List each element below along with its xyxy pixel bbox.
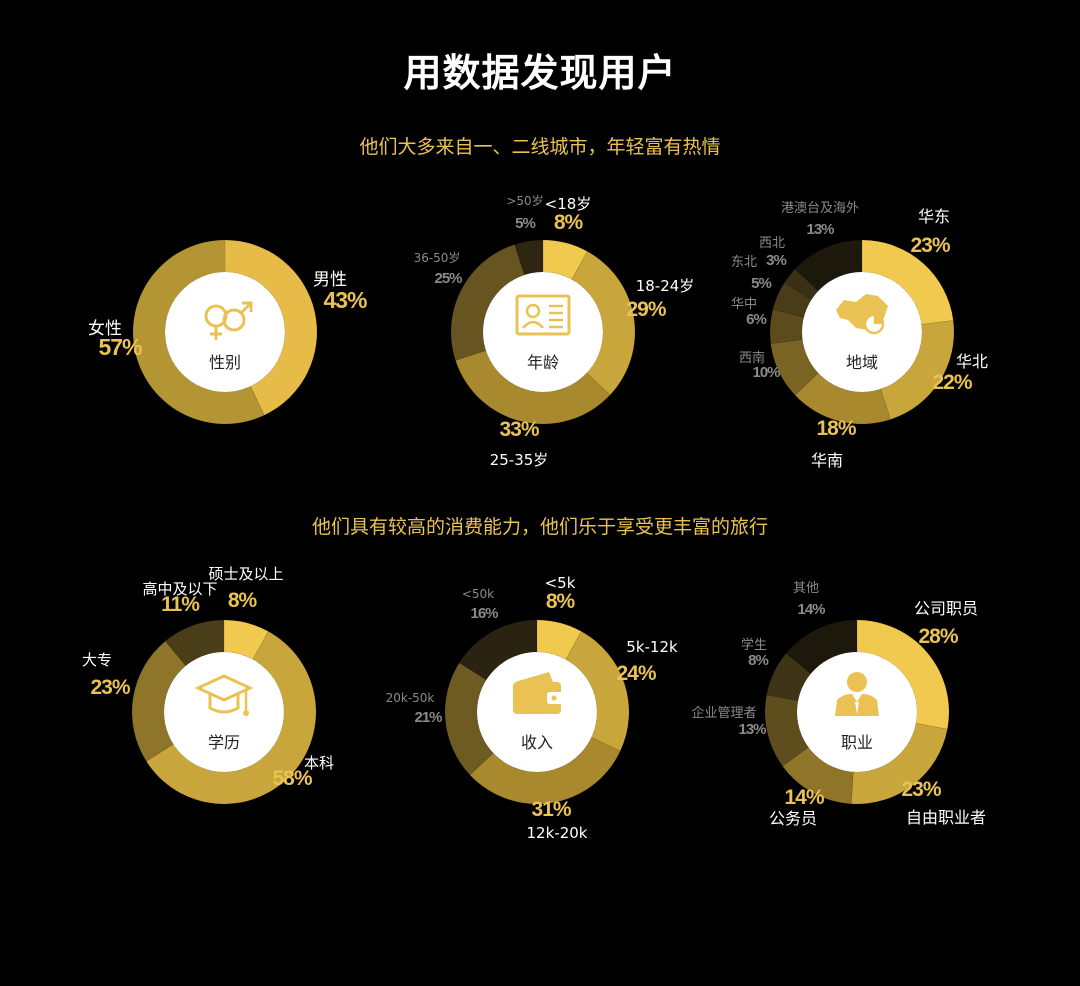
subtitle-top: 他们大多来自一、二线城市，年轻富有热情 bbox=[359, 136, 721, 158]
slice-percent: 43% bbox=[323, 287, 367, 313]
slice-percent: 33% bbox=[499, 418, 539, 441]
slice-label: 12k-20k bbox=[527, 824, 588, 842]
donut-center-label: 地域 bbox=[846, 353, 878, 372]
slice-percent: 58% bbox=[272, 767, 312, 790]
slice-percent: 18% bbox=[816, 417, 856, 440]
slice-label: 20k-50k bbox=[386, 691, 435, 705]
slice-percent: 8% bbox=[228, 589, 258, 612]
slice-label: <50k bbox=[462, 587, 494, 601]
slice-label: 西北 bbox=[759, 236, 785, 251]
slice-label: 36-50岁 bbox=[414, 250, 461, 265]
gender-icon bbox=[204, 301, 253, 340]
china-map-icon bbox=[836, 294, 888, 335]
slice-percent: 3% bbox=[766, 252, 786, 269]
slice-label: 东北 bbox=[731, 255, 757, 270]
slice-label: 华中 bbox=[731, 297, 757, 312]
donut-center bbox=[165, 272, 285, 392]
slice-label: 华东 bbox=[918, 207, 950, 226]
slice-percent: 23% bbox=[901, 778, 941, 801]
slice-percent: 14% bbox=[784, 786, 824, 809]
slice-label: >50岁 bbox=[506, 193, 543, 208]
slice-percent: 57% bbox=[98, 334, 142, 360]
slice-percent: 13% bbox=[738, 721, 766, 738]
donut-slice bbox=[469, 737, 621, 805]
slice-percent: 31% bbox=[531, 798, 571, 821]
slice-label: 5k-12k bbox=[626, 638, 678, 656]
slice-percent: 24% bbox=[616, 662, 656, 685]
slice-label: 学生 bbox=[741, 637, 767, 653]
slice-percent: 23% bbox=[910, 234, 950, 257]
slice-label: <18岁 bbox=[545, 195, 592, 213]
slice-percent: 29% bbox=[626, 298, 666, 321]
slice-label: 其他 bbox=[793, 581, 819, 596]
donut-center-label: 性别 bbox=[209, 353, 241, 372]
slice-label: 本科 bbox=[304, 754, 334, 772]
slice-percent: 28% bbox=[918, 625, 958, 648]
slice-label: 男性 bbox=[313, 270, 347, 290]
donut-center-label: 年龄 bbox=[527, 353, 559, 372]
slice-label: 硕士及以上 bbox=[208, 565, 283, 583]
slice-label: 大专 bbox=[82, 651, 112, 669]
slice-percent: 10% bbox=[752, 364, 780, 381]
slice-label: 港澳台及海外 bbox=[781, 200, 859, 216]
donut-center-label: 学历 bbox=[208, 733, 240, 752]
donut-slice bbox=[794, 239, 863, 292]
donut-center bbox=[483, 272, 603, 392]
slice-label: 女性 bbox=[88, 319, 122, 339]
subtitle-bottom: 他们具有较高的消费能力，他们乐于享受更丰富的旅行 bbox=[311, 516, 768, 538]
graduation-cap-icon bbox=[194, 674, 254, 716]
slice-percent: 16% bbox=[470, 605, 498, 622]
slice-label: 高中及以下 bbox=[142, 580, 217, 598]
slice-label: 企业管理者 bbox=[691, 705, 756, 721]
slice-percent: 13% bbox=[806, 221, 834, 238]
slice-percent: 8% bbox=[748, 652, 768, 669]
id-card-icon bbox=[515, 294, 571, 336]
slice-percent: 11% bbox=[161, 593, 200, 616]
slice-percent: 8% bbox=[554, 211, 584, 234]
wallet-icon bbox=[513, 672, 563, 714]
slice-label: <5k bbox=[545, 574, 576, 592]
slice-label: 华北 bbox=[956, 352, 988, 371]
slice-percent: 5% bbox=[751, 275, 771, 292]
slice-label: 华南 bbox=[811, 451, 843, 470]
slice-percent: 22% bbox=[932, 371, 972, 394]
slice-percent: 23% bbox=[90, 676, 130, 699]
employee-icon bbox=[835, 672, 879, 716]
slice-label: 公司职员 bbox=[914, 599, 978, 618]
slice-percent: 6% bbox=[746, 311, 766, 328]
slice-percent: 21% bbox=[414, 709, 442, 726]
slice-label: 自由职业者 bbox=[906, 808, 986, 827]
slice-percent: 5% bbox=[515, 215, 535, 232]
slice-label: 公务员 bbox=[769, 809, 817, 828]
slice-label: 25-35岁 bbox=[490, 451, 549, 469]
slice-percent: 25% bbox=[434, 270, 462, 287]
donut-center bbox=[802, 272, 922, 392]
donut-center-label: 收入 bbox=[521, 733, 553, 752]
page-title: 用数据发现用户 bbox=[403, 51, 677, 95]
donut-chart-5: <5k8% 5k-12k 24% 12k-20k 31% 20k-50k 21% <50k 16… bbox=[386, 574, 678, 842]
donut-center-label: 职业 bbox=[841, 733, 873, 752]
slice-label: 西南 bbox=[739, 350, 765, 366]
slice-label: 18-24岁 bbox=[636, 277, 695, 295]
slice-percent: 14% bbox=[797, 601, 825, 618]
slice-percent: 8% bbox=[546, 590, 576, 613]
